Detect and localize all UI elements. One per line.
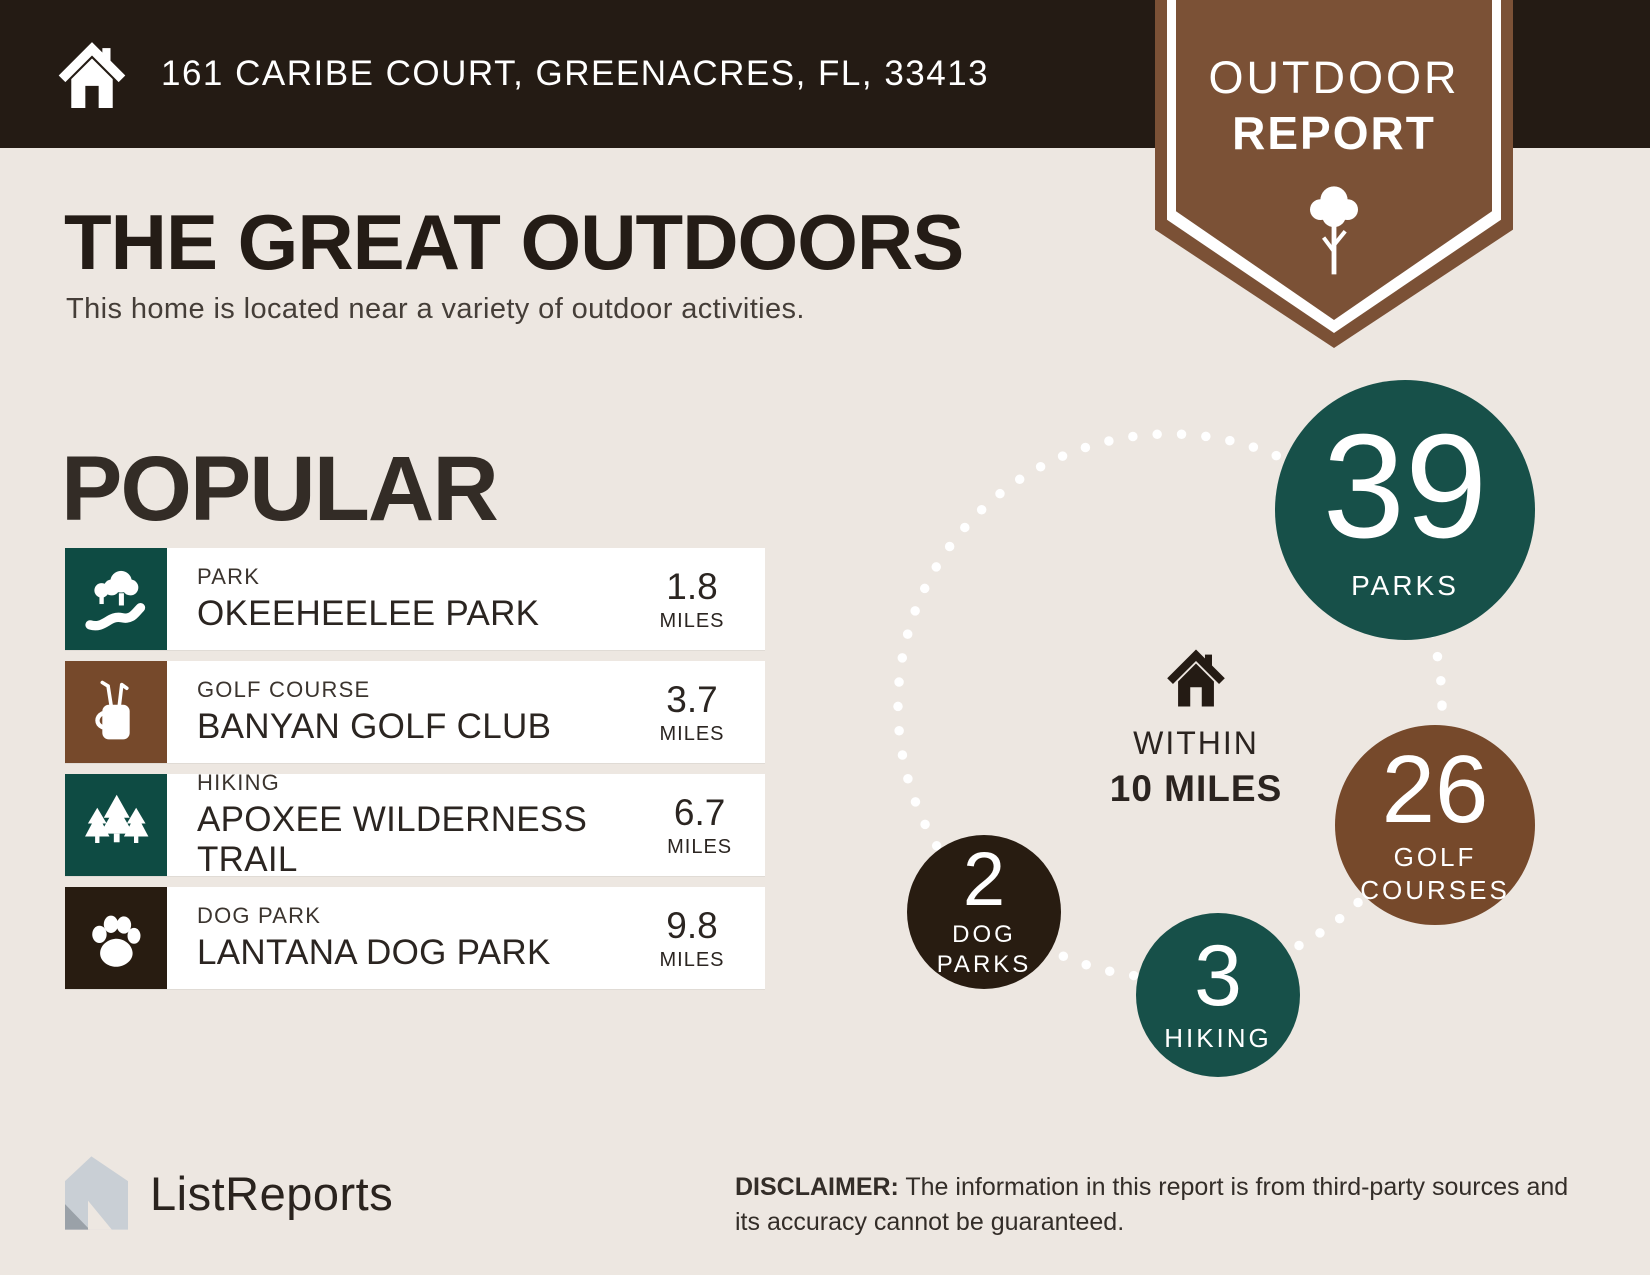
poi-distance-value: 9.8 xyxy=(666,904,718,946)
poi-distance-unit: MILES xyxy=(659,948,725,971)
poi-distance-value: 3.7 xyxy=(666,678,718,720)
poi-distance-unit: MILES xyxy=(659,722,725,745)
brand-logo: ListReports xyxy=(65,1156,393,1230)
brand-logo-icon xyxy=(65,1156,128,1230)
home-icon xyxy=(1167,649,1225,707)
stat-value: 26 xyxy=(1381,735,1489,843)
poi-name: LANTANA DOG PARK xyxy=(197,933,551,972)
poi-row-golf: GOLF COURSE BANYAN GOLF CLUB 3.7 MILES xyxy=(65,661,765,763)
poi-category: DOG PARK xyxy=(197,903,322,928)
stat-label: GOLF COURSES xyxy=(1360,842,1510,905)
poi-row-hiking: HIKING APOXEE WILDERNESS TRAIL 6.7 MILES xyxy=(65,770,765,879)
poi-category: GOLF COURSE xyxy=(197,677,371,702)
badge-title-line1: OUTDOOR xyxy=(1208,52,1460,103)
popular-heading: POPULAR xyxy=(61,438,499,540)
stat-label: HIKING xyxy=(1164,1022,1272,1053)
poi-distance-unit: MILES xyxy=(659,609,725,632)
paw-icon xyxy=(65,887,167,989)
poi-row-dogpark: DOG PARK LANTANA DOG PARK 9.8 MILES xyxy=(65,887,765,989)
poi-row-park: PARK OKEEHEELEE PARK 1.8 MILES xyxy=(65,548,765,650)
dotted-radius-ring xyxy=(893,429,1447,983)
disclaimer: DISCLAIMER: The information in this repo… xyxy=(735,1170,1595,1240)
park-icon xyxy=(65,548,167,650)
within-label: WITHIN xyxy=(1133,725,1259,761)
radius-value: 10 MILES xyxy=(1109,768,1283,809)
golf-bag-icon xyxy=(65,661,167,763)
pine-trees-icon xyxy=(65,774,167,876)
page-title: THE GREAT OUTDOORS xyxy=(64,198,964,286)
stat-value: 39 xyxy=(1322,404,1488,570)
stat-value: 3 xyxy=(1194,927,1242,1024)
poi-name: OKEEHEELEE PARK xyxy=(197,594,540,633)
poi-name: APOXEE WILDERNESS TRAIL xyxy=(197,800,588,879)
home-icon xyxy=(58,42,126,109)
tree-icon xyxy=(1310,186,1358,275)
disclaimer-label: DISCLAIMER: xyxy=(735,1173,899,1201)
stat-label: DOG PARKS xyxy=(936,921,1032,979)
stat-circle-dog-parks: 2 DOG PARKS xyxy=(907,835,1061,989)
property-address: 161 CARIBE COURT, GREENACRES, FL, 33413 xyxy=(161,54,990,93)
stat-value: 2 xyxy=(962,836,1006,922)
brand-name: ListReports xyxy=(150,1166,394,1220)
disclaimer-text: The information in this report is from t… xyxy=(735,1173,1569,1236)
poi-name: BANYAN GOLF CLUB xyxy=(197,707,552,746)
poi-distance-unit: MILES xyxy=(667,835,733,858)
outdoor-report-badge: OUTDOOR REPORT xyxy=(1155,0,1513,348)
stat-label: PARKS xyxy=(1351,569,1459,601)
page-subtitle: This home is located near a variety of o… xyxy=(66,293,805,325)
popular-list: PARK OKEEHEELEE PARK 1.8 MILES GOLF COUR… xyxy=(65,548,765,1000)
stat-circle-parks: 39 PARKS xyxy=(1275,380,1535,640)
badge-core: OUTDOOR REPORT xyxy=(1176,0,1492,320)
poi-category: HIKING xyxy=(197,770,280,795)
stat-circle-hiking: 3 HIKING xyxy=(1136,913,1300,1077)
badge-title-line2: REPORT xyxy=(1232,107,1436,159)
poi-distance-value: 1.8 xyxy=(666,565,718,607)
poi-distance-value: 6.7 xyxy=(673,791,726,833)
poi-category: PARK xyxy=(197,564,261,589)
stat-circle-golf-courses: 26 GOLF COURSES xyxy=(1335,725,1535,925)
radius-center: WITHIN 10 MILES xyxy=(1046,645,1346,810)
